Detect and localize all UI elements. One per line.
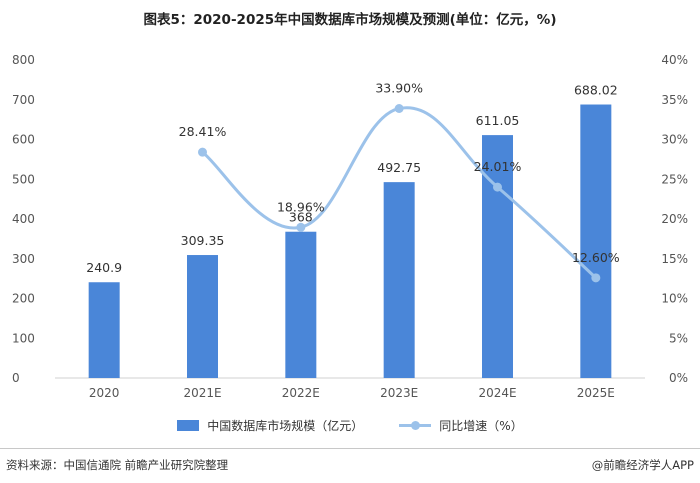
- chart-title: 图表5：2020-2025年中国数据库市场规模及预测(单位：亿元，%): [143, 12, 557, 28]
- footer-divider: [0, 448, 700, 449]
- y-right-tick-label: 15%: [661, 252, 688, 266]
- y-right-tick-label: 25%: [661, 172, 688, 186]
- bar: [187, 255, 218, 378]
- legend-label-line: 同比增速（%）: [439, 419, 523, 433]
- line-value-label: 33.90%: [375, 80, 423, 95]
- line-point: [394, 103, 404, 113]
- bar-value-label: 240.9: [86, 260, 122, 275]
- legend-line-swatch: [399, 420, 432, 431]
- line-value-label: 12.60%: [572, 250, 620, 265]
- y-right-tick-label: 40%: [661, 53, 688, 67]
- bar: [383, 182, 415, 378]
- line-point: [493, 182, 502, 192]
- legend-item-bar: 中国数据库市场规模（亿元）: [177, 417, 363, 434]
- line-value-label: 18.96%: [277, 199, 325, 214]
- y-left-tick-label: 700: [12, 93, 35, 107]
- bar: [285, 231, 317, 378]
- x-tick-label: 2020: [89, 386, 120, 400]
- y-left-tick-label: 600: [12, 133, 35, 147]
- y-left-tick-label: 500: [12, 172, 35, 186]
- y-right-tick-label: 5%: [669, 331, 688, 345]
- line-series: [198, 103, 601, 283]
- y-right-tick-label: 20%: [661, 212, 688, 226]
- bar-value-label: 368: [289, 210, 313, 225]
- y-axis-right: 0% 5% 10% 15% 20% 25% 30% 35% 40%: [661, 53, 688, 385]
- bar-value-label: 492.75: [377, 160, 421, 175]
- legend: 中国数据库市场规模（亿元） 同比增速（%）: [0, 417, 700, 434]
- bar-value-label: 309.35: [181, 233, 225, 248]
- bar-value-label: 688.02: [574, 83, 618, 98]
- y-right-tick-label: 0%: [669, 371, 688, 385]
- y-left-tick-label: 300: [12, 252, 35, 266]
- line-point: [198, 147, 207, 157]
- y-left-tick-label: 800: [12, 53, 35, 67]
- line-value-label: 24.01%: [474, 159, 522, 174]
- line-value-label: 28.41%: [179, 124, 227, 139]
- bar-series: [88, 104, 612, 378]
- source-note: 资料来源：中国信通院 前瞻产业研究院整理: [6, 458, 229, 472]
- legend-label-bar: 中国数据库市场规模（亿元）: [207, 419, 364, 433]
- y-right-tick-label: 30%: [661, 133, 688, 147]
- legend-item-line: 同比增速（%）: [399, 417, 523, 434]
- y-left-tick-label: 100: [12, 331, 35, 345]
- y-right-tick-label: 35%: [661, 93, 688, 107]
- bar-value-labels: 240.9 309.35 368 492.75 611.05 688.02: [86, 83, 617, 276]
- bar: [88, 282, 120, 378]
- x-tick-label: 2021E: [183, 386, 221, 400]
- y-right-tick-label: 10%: [661, 292, 688, 306]
- x-tick-label: 2022E: [282, 386, 320, 400]
- x-tick-label: 2023E: [380, 386, 418, 400]
- y-left-tick-label: 0: [12, 371, 20, 385]
- line-point: [296, 222, 306, 232]
- line-point: [591, 273, 601, 283]
- legend-bar-swatch: [177, 420, 200, 431]
- y-left-tick-label: 200: [12, 292, 35, 306]
- bar: [580, 104, 612, 378]
- bar-value-label: 611.05: [476, 113, 520, 128]
- x-tick-label: 2024E: [478, 386, 516, 400]
- x-tick-label: 2025E: [577, 386, 615, 400]
- y-axis-left: 0 100 200 300 400 500 600 700 800: [12, 53, 35, 385]
- y-left-tick-label: 400: [12, 212, 35, 226]
- line-value-labels: 28.41% 18.96% 33.90% 24.01% 12.60%: [179, 80, 620, 264]
- x-axis: 2020 2021E 2022E 2023E 2024E 2025E: [89, 386, 615, 400]
- brand-note: @前瞻经济学人APP: [591, 458, 694, 472]
